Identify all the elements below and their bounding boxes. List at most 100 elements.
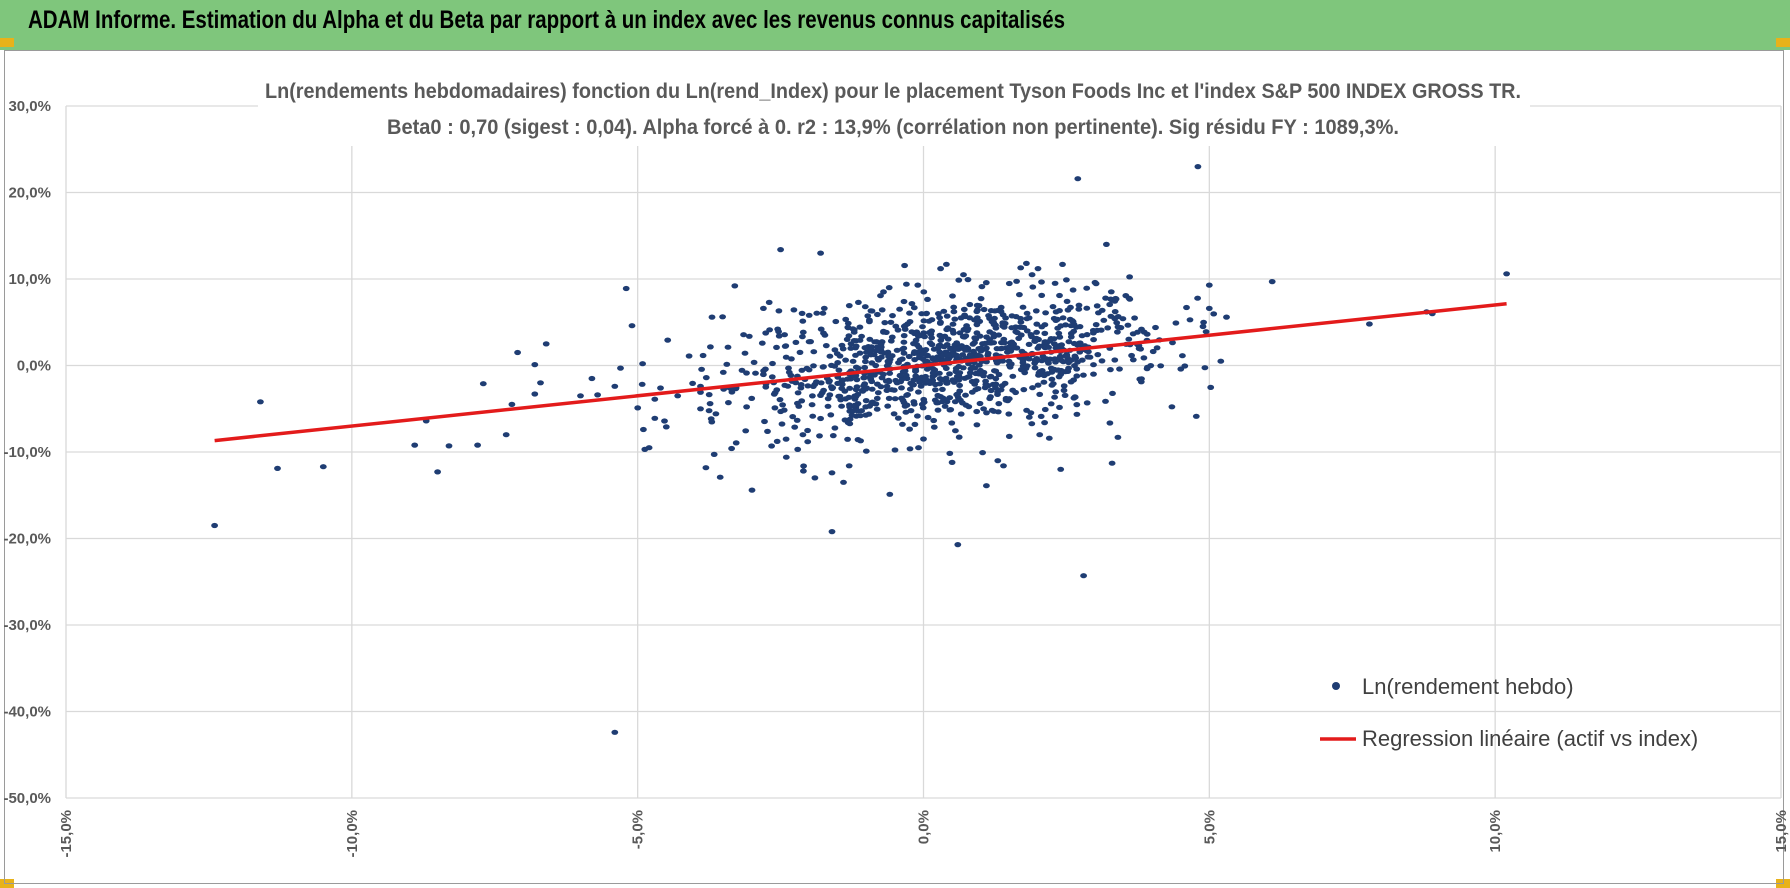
data-point [689,380,696,386]
data-point [984,350,992,356]
legend-label-line: Regression linéaire (actif vs index) [1362,726,1698,751]
data-point [752,370,759,376]
data-point [1080,573,1087,579]
data-point [974,386,982,392]
data-point [728,389,736,395]
data-point [872,362,880,369]
data-point [873,339,880,345]
data-point [906,386,914,392]
data-point [969,341,977,347]
data-point [870,352,878,358]
data-point [758,340,766,346]
data-point [1009,345,1017,351]
data-point [840,479,847,485]
data-point [775,329,782,335]
data-point [474,442,481,448]
data-point [854,365,862,371]
data-point [508,401,516,407]
data-point [1223,314,1230,320]
data-point [788,356,795,362]
data-point [920,436,927,442]
data-point [1034,336,1042,342]
data-point [731,283,739,289]
data-point [777,247,784,253]
data-point [1004,349,1011,355]
data-point [862,448,870,454]
data-point [211,522,219,529]
regression-line [214,301,1507,443]
data-point [926,340,934,346]
data-point [920,399,928,405]
data-point [961,347,969,353]
data-point [594,392,601,398]
data-point [1134,329,1141,335]
data-point [920,289,928,295]
data-point [697,406,704,412]
data-point [1047,401,1055,407]
data-point [920,318,928,324]
data-point [1046,338,1054,344]
data-point [838,385,846,391]
data-point [1056,292,1063,299]
data-point [1107,289,1115,295]
data-point [813,379,820,385]
data-point [990,320,998,326]
data-point [858,333,865,339]
data-point [651,396,659,402]
data-point [977,345,985,351]
data-point [949,321,957,327]
data-point [810,349,818,355]
data-point [1074,359,1081,365]
data-point [845,394,853,400]
data-point [1106,420,1114,426]
data-point [900,339,908,345]
data-point [1092,281,1100,287]
data-point [828,529,836,535]
data-point [820,305,828,311]
data-point [1205,305,1213,311]
data-point [537,380,544,386]
data-point [997,346,1005,352]
data-point [949,377,957,383]
data-point [896,306,903,312]
data-point [1102,295,1109,301]
data-point [850,329,858,335]
data-point [732,440,740,446]
data-point [705,392,713,398]
data-point [817,415,824,422]
data-point [773,387,781,393]
data-point [1100,317,1108,323]
data-point [1124,322,1132,328]
data-point [1059,261,1066,267]
y-tick-label: 20,0% [8,185,51,202]
data-point [956,382,963,388]
data-point [824,403,832,409]
data-point [902,372,910,378]
data-point [724,344,732,350]
x-tick-label: 5,0% [1201,810,1218,844]
data-point [531,362,539,368]
data-point [811,475,819,481]
data-point [1109,390,1116,396]
data-point [1129,357,1137,363]
data-point [798,398,806,404]
data-point [978,284,986,290]
data-point [1199,323,1207,330]
data-point [912,368,920,374]
y-tick-label: -40,0% [3,704,51,721]
data-point [910,377,918,383]
data-point [866,403,873,409]
data-point [1083,305,1091,311]
data-point [849,358,857,364]
data-point [817,326,825,332]
data-point [745,333,753,339]
data-point [880,289,887,295]
y-tick-label: -50,0% [3,790,51,807]
data-point [883,363,891,369]
data-point [987,394,994,400]
data-point [992,381,1000,387]
data-point [1063,353,1071,359]
data-point [1015,335,1023,341]
data-point [1200,319,1207,325]
data-point [957,411,965,417]
